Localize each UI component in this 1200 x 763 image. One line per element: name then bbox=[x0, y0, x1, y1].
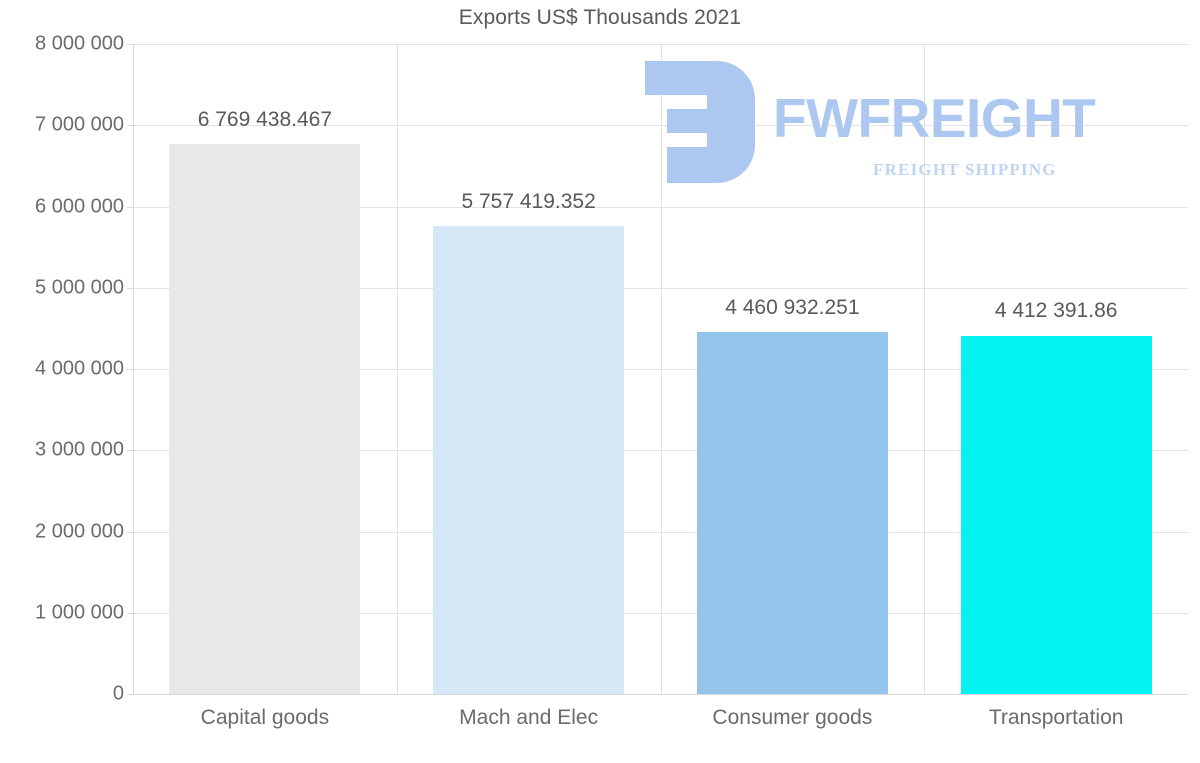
gridline-vertical bbox=[397, 44, 398, 694]
gridline-vertical bbox=[924, 44, 925, 694]
x-axis-category-label: Consumer goods bbox=[712, 706, 873, 729]
y-axis-tick-mark bbox=[127, 450, 134, 452]
bar-value-label: 4 460 932.251 bbox=[725, 295, 860, 319]
y-axis-tick-mark bbox=[127, 531, 134, 533]
y-axis-labels: 0 1 000 000 2 000 000 3 000 000 4 000 000 5 0… bbox=[0, 0, 124, 763]
bar[interactable] bbox=[169, 143, 361, 694]
y-axis-tick-mark bbox=[127, 287, 134, 289]
y-axis-tick-label: 4 000 000 bbox=[35, 357, 124, 380]
gridline-vertical bbox=[661, 44, 662, 694]
bar-value-label: 4 412 391.86 bbox=[994, 299, 1118, 323]
gridline-horizontal bbox=[133, 369, 1188, 370]
bar-value-label: 6 769 438.467 bbox=[197, 107, 333, 131]
y-axis-tick-label: 2 000 000 bbox=[35, 520, 124, 542]
y-axis-tick-mark bbox=[127, 612, 134, 614]
y-axis-tick-label: 8 000 000 bbox=[35, 32, 124, 55]
bar[interactable] bbox=[960, 335, 1152, 694]
x-axis-category-label: Mach and Elec bbox=[459, 706, 599, 729]
gridline-horizontal bbox=[133, 612, 1188, 614]
x-axis-category-label: Capital goods bbox=[200, 706, 330, 729]
gridline-horizontal bbox=[133, 450, 1188, 452]
bar[interactable] bbox=[696, 331, 888, 694]
chart-title: Exports US$ Thousands 2021 bbox=[458, 6, 742, 29]
y-axis-tick-label: 3 000 000 bbox=[35, 438, 124, 461]
y-axis-tick-label: 0 bbox=[112, 682, 124, 705]
gridline-horizontal bbox=[133, 206, 1188, 208]
y-axis-tick-mark bbox=[127, 369, 134, 370]
y-axis-tick-mark bbox=[127, 694, 134, 695]
x-axis-category-label: Transportation bbox=[988, 706, 1124, 729]
gridline-horizontal bbox=[133, 287, 1188, 289]
x-axis-line bbox=[133, 694, 1188, 695]
gridline-horizontal bbox=[133, 531, 1188, 533]
bar[interactable] bbox=[433, 226, 625, 694]
y-axis-tick-mark bbox=[127, 206, 134, 208]
gridline-horizontal bbox=[133, 44, 1188, 45]
y-axis-tick-label: 1 000 000 bbox=[35, 601, 124, 624]
y-axis-tick-label: 5 000 000 bbox=[35, 276, 124, 299]
y-axis-tick-label: 7 000 000 bbox=[35, 113, 124, 136]
y-axis-tick-label: 6 000 000 bbox=[35, 195, 124, 217]
y-axis-tick-mark bbox=[127, 125, 134, 127]
plot-area bbox=[133, 44, 1188, 694]
y-axis-tick-mark bbox=[127, 44, 134, 45]
bar-value-label: 5 757 419.352 bbox=[461, 190, 596, 214]
